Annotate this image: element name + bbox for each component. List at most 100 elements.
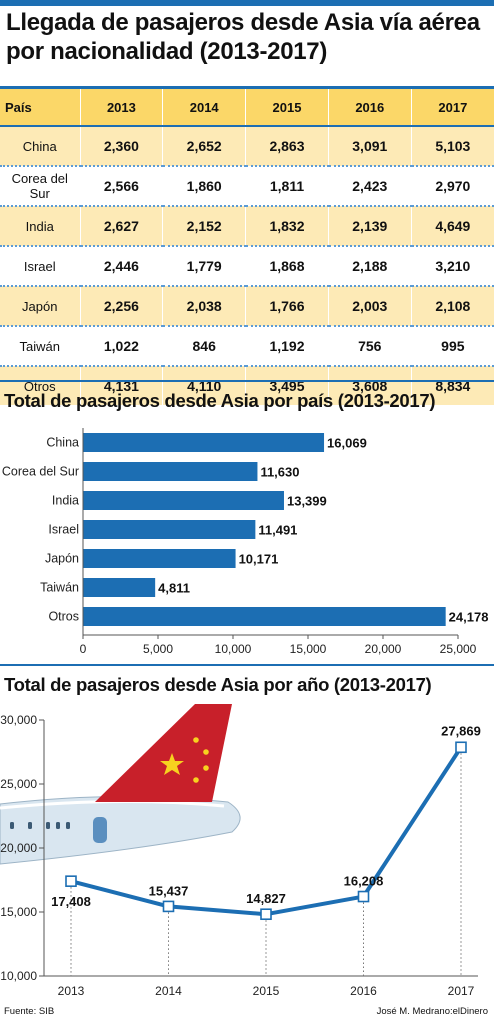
table-row: Otros 4,131 4,110 3,495 3,608 8,834 [0, 365, 494, 405]
table-cell: 4,649 [410, 205, 494, 246]
bar-category-label: India [52, 494, 79, 508]
y-tick-label: 25,000 [0, 777, 37, 791]
data-value-label: 15,437 [149, 883, 189, 898]
bar-value-label: 10,171 [239, 552, 279, 567]
table-cell: 3,091 [327, 125, 412, 166]
row-country-label: Otros [0, 365, 80, 405]
x-tick-label: 2013 [58, 984, 85, 998]
bar-value-label: 4,811 [158, 581, 190, 596]
top-accent-bar [0, 0, 494, 6]
bar [83, 578, 156, 597]
bar-category-label: Corea del Sur [2, 465, 79, 479]
table-cell: 1,022 [79, 325, 163, 366]
x-tick-label: 15,000 [290, 642, 327, 656]
section-divider [0, 664, 494, 666]
table-cell: 2,970 [410, 165, 494, 206]
bar-category-label: Otros [48, 610, 79, 624]
table-cell: 2,863 [245, 125, 329, 166]
data-value-label: 16,208 [344, 874, 384, 889]
data-point-marker [357, 890, 370, 903]
table-row: Israel 2,446 1,779 1,868 2,188 3,210 [0, 245, 494, 286]
source-note: Fuente: SIB [4, 1006, 55, 1017]
bar-category-label: Taiwán [40, 581, 79, 595]
data-value-label: 17,408 [51, 894, 91, 909]
table-cell: 5,103 [410, 125, 494, 166]
airplane-illustration [0, 704, 241, 865]
table-row: Japón 2,256 2,038 1,766 2,003 2,108 [0, 285, 494, 326]
x-tick-label: 2017 [448, 984, 475, 998]
table-cell: 2,152 [162, 205, 246, 246]
bar-chart: China 16,069 Corea del Sur 11,630 India 13,39… [2, 428, 488, 656]
x-tick-label: 2016 [350, 984, 377, 998]
data-point-marker [260, 908, 272, 921]
section-divider [0, 380, 494, 382]
table-cell: 1,779 [162, 245, 246, 286]
row-country-label: China [0, 125, 80, 166]
passenger-table: País 2013 2014 2015 2016 2017 China 2,360 2,652… [0, 86, 494, 405]
table-cell: 4,131 [79, 365, 163, 405]
table-header-row: País 2013 2014 2015 2016 2017 [0, 86, 494, 127]
table-cell: 2,108 [410, 285, 494, 326]
row-country-label: India [0, 205, 80, 246]
column-header-year: 2013 [79, 86, 163, 127]
table-cell: 756 [327, 325, 412, 366]
line-chart-title: Total de pasajeros desde Asia por año (2… [4, 674, 432, 695]
table-cell: 2,652 [162, 125, 246, 166]
table-row: India 2,627 2,152 1,832 2,139 4,649 [0, 205, 494, 246]
row-country-label: Taiwán [0, 325, 80, 366]
y-tick-label: 30,000 [0, 713, 37, 727]
bar-value-label: 16,069 [327, 436, 367, 451]
table-cell: 2,360 [79, 125, 163, 166]
table-cell: 1,192 [245, 325, 329, 366]
table-cell: 2,446 [79, 245, 163, 286]
table-cell: 1,811 [245, 165, 329, 206]
table-cell: 2,139 [327, 205, 412, 246]
row-country-label: Japón [0, 285, 80, 326]
column-header-year: 2016 [327, 86, 412, 127]
table-row: Taiwán 1,022 846 1,192 756 995 [0, 325, 494, 366]
bar [83, 462, 258, 481]
table-row: China 2,360 2,652 2,863 3,091 5,103 [0, 125, 494, 166]
table-body: China 2,360 2,652 2,863 3,091 5,103 Corea del … [0, 125, 494, 405]
table-cell: 3,608 [327, 365, 412, 405]
table-cell: 995 [410, 325, 494, 366]
table-cell: 2,423 [327, 165, 412, 206]
bar-value-label: 11,630 [260, 465, 299, 480]
row-country-label: Corea del Sur [0, 165, 80, 206]
line-chart: 10,000 15,000 20,000 25,000 30,000 2013 2014 20… [0, 704, 481, 998]
table-row: Corea del Sur 2,566 1,860 1,811 2,423 2,970 [0, 165, 494, 206]
data-point-marker [455, 741, 467, 754]
bar-value-label: 13,399 [287, 494, 327, 509]
table-cell: 2,038 [162, 285, 246, 326]
table-cell: 1,868 [245, 245, 329, 286]
data-point-marker [65, 875, 77, 887]
y-tick-label: 20,000 [0, 841, 37, 855]
y-tick-label: 15,000 [0, 905, 37, 919]
bar [83, 491, 284, 510]
table-cell: 4,110 [162, 365, 246, 405]
table-cell: 3,210 [410, 245, 494, 286]
column-header-country: País [0, 86, 80, 127]
table-cell: 1,832 [245, 205, 329, 246]
main-title: Llegada de pasajeros desde Asia vía aére… [6, 9, 480, 65]
table-cell: 846 [162, 325, 246, 366]
x-tick-label: 2014 [155, 984, 182, 998]
bar-category-label: China [46, 436, 79, 450]
table-cell: 1,766 [245, 285, 329, 326]
table-cell: 2,566 [79, 165, 163, 206]
bar [83, 520, 256, 539]
bar-chart-title: Total de pasajeros desde Asia por país (… [4, 390, 436, 411]
row-country-label: Israel [0, 245, 80, 286]
data-point-marker [162, 900, 175, 913]
column-header-year: 2015 [245, 86, 329, 127]
data-value-label: 27,869 [441, 723, 481, 738]
x-tick-label: 10,000 [215, 642, 252, 656]
table-cell: 2,188 [327, 245, 412, 286]
table-cell: 1,860 [162, 165, 246, 206]
table-cell: 8,834 [410, 365, 494, 405]
bar [83, 607, 446, 626]
column-header-year: 2017 [410, 86, 494, 127]
x-tick-label: 5,000 [143, 642, 173, 656]
table-cell: 3,495 [245, 365, 329, 405]
bar-category-label: Japón [45, 552, 79, 566]
